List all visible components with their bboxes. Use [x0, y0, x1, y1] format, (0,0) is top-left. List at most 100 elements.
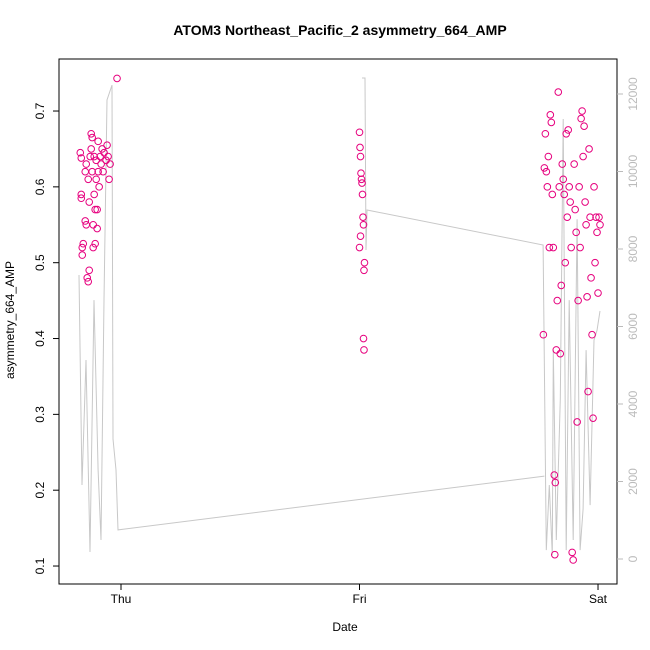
- point: [97, 160, 105, 168]
- y-tick-label: 0.3: [33, 406, 47, 423]
- point: [356, 143, 364, 152]
- point: [588, 330, 596, 339]
- point: [586, 213, 594, 221]
- point: [78, 243, 87, 252]
- point: [550, 471, 559, 479]
- y2-tick-label: 12000: [626, 77, 640, 111]
- point: [578, 107, 586, 115]
- point: [103, 141, 111, 149]
- point: [92, 156, 100, 165]
- y-tick-label: 0.2: [33, 482, 47, 499]
- point: [113, 74, 121, 83]
- point: [560, 190, 569, 199]
- y-axis-label: asymmetry_664_AMP: [3, 261, 17, 379]
- point: [543, 183, 552, 191]
- point: [552, 346, 561, 354]
- y2-tick-label: 2000: [626, 468, 640, 495]
- point: [77, 194, 86, 203]
- point: [575, 183, 583, 191]
- point: [550, 550, 559, 559]
- point: [359, 334, 368, 343]
- point: [587, 274, 595, 282]
- point: [87, 145, 95, 153]
- point: [89, 243, 97, 252]
- point: [580, 122, 588, 130]
- point: [591, 258, 599, 267]
- point: [84, 175, 93, 184]
- point: [356, 232, 365, 240]
- point: [99, 167, 107, 176]
- point: [102, 156, 110, 165]
- point: [82, 220, 91, 229]
- point: [105, 175, 113, 184]
- point: [76, 148, 85, 157]
- x-tick-label: Fri: [353, 592, 367, 606]
- point: [104, 152, 112, 161]
- y2-tick-label: 10000: [626, 154, 640, 188]
- line-series: [78, 77, 601, 556]
- point: [360, 346, 368, 354]
- point: [565, 183, 573, 191]
- point: [355, 128, 364, 137]
- point: [557, 281, 566, 290]
- point: [358, 179, 366, 187]
- point: [81, 167, 90, 176]
- point: [100, 148, 108, 157]
- point: [355, 243, 364, 252]
- point: [106, 160, 114, 168]
- point: [549, 243, 558, 252]
- point: [96, 152, 104, 161]
- point: [87, 129, 95, 138]
- point: [545, 243, 554, 252]
- point: [589, 414, 597, 422]
- point: [547, 118, 556, 127]
- point: [359, 213, 367, 221]
- point: [577, 114, 585, 123]
- point: [590, 183, 598, 191]
- point: [564, 126, 573, 134]
- y2-tick-label: 8000: [626, 235, 640, 262]
- x-axis-label: Date: [332, 620, 358, 634]
- point: [77, 154, 86, 162]
- point: [579, 152, 587, 161]
- point: [553, 296, 562, 305]
- point: [561, 258, 570, 267]
- point: [581, 198, 589, 206]
- point: [572, 228, 580, 237]
- point: [574, 296, 582, 305]
- point: [95, 183, 103, 191]
- y-tick-label: 0.5: [33, 254, 47, 271]
- point: [569, 556, 577, 564]
- point: [91, 205, 99, 214]
- point: [558, 160, 567, 168]
- point: [359, 220, 368, 229]
- point: [544, 152, 553, 161]
- point: [566, 198, 574, 206]
- point: [91, 239, 99, 248]
- point: [356, 152, 365, 161]
- point: [82, 160, 91, 168]
- point: [562, 129, 571, 138]
- y2-tick-label: 4000: [626, 390, 640, 417]
- point: [556, 349, 565, 358]
- point: [539, 330, 548, 339]
- point: [358, 190, 367, 199]
- point: [360, 258, 369, 267]
- point: [357, 175, 366, 184]
- point: [86, 152, 95, 161]
- point: [559, 175, 568, 184]
- point: [542, 167, 551, 176]
- point: [85, 198, 94, 206]
- point: [563, 213, 572, 221]
- point: [79, 239, 88, 248]
- point: [94, 137, 102, 146]
- point: [357, 169, 365, 178]
- point: [592, 213, 600, 221]
- y2-tick-label: 0: [626, 555, 640, 562]
- y-tick-label: 0.4: [33, 330, 47, 347]
- point: [360, 266, 368, 275]
- point: [593, 228, 601, 237]
- point: [567, 243, 575, 252]
- x-tick-label: Thu: [111, 592, 132, 606]
